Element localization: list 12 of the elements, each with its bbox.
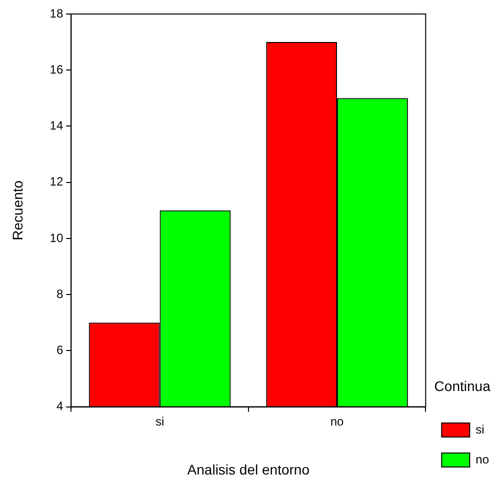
y-tick-label: 8 [56, 286, 64, 301]
y-tick-label: 18 [50, 6, 64, 20]
x-axis-title: Analisis del entorno [187, 461, 310, 478]
legend-label: no [476, 452, 490, 466]
y-tick-label: 16 [50, 62, 64, 76]
legend-title: Continua [434, 378, 491, 394]
y-tick-label: 4 [56, 399, 64, 414]
y-tick-label: 10 [50, 230, 64, 245]
y-tick-label: 14 [50, 118, 64, 133]
y-tick-label: 6 [56, 343, 64, 357]
y-tick-label: 12 [50, 174, 64, 189]
y-axis-title: Recuento [9, 180, 26, 240]
